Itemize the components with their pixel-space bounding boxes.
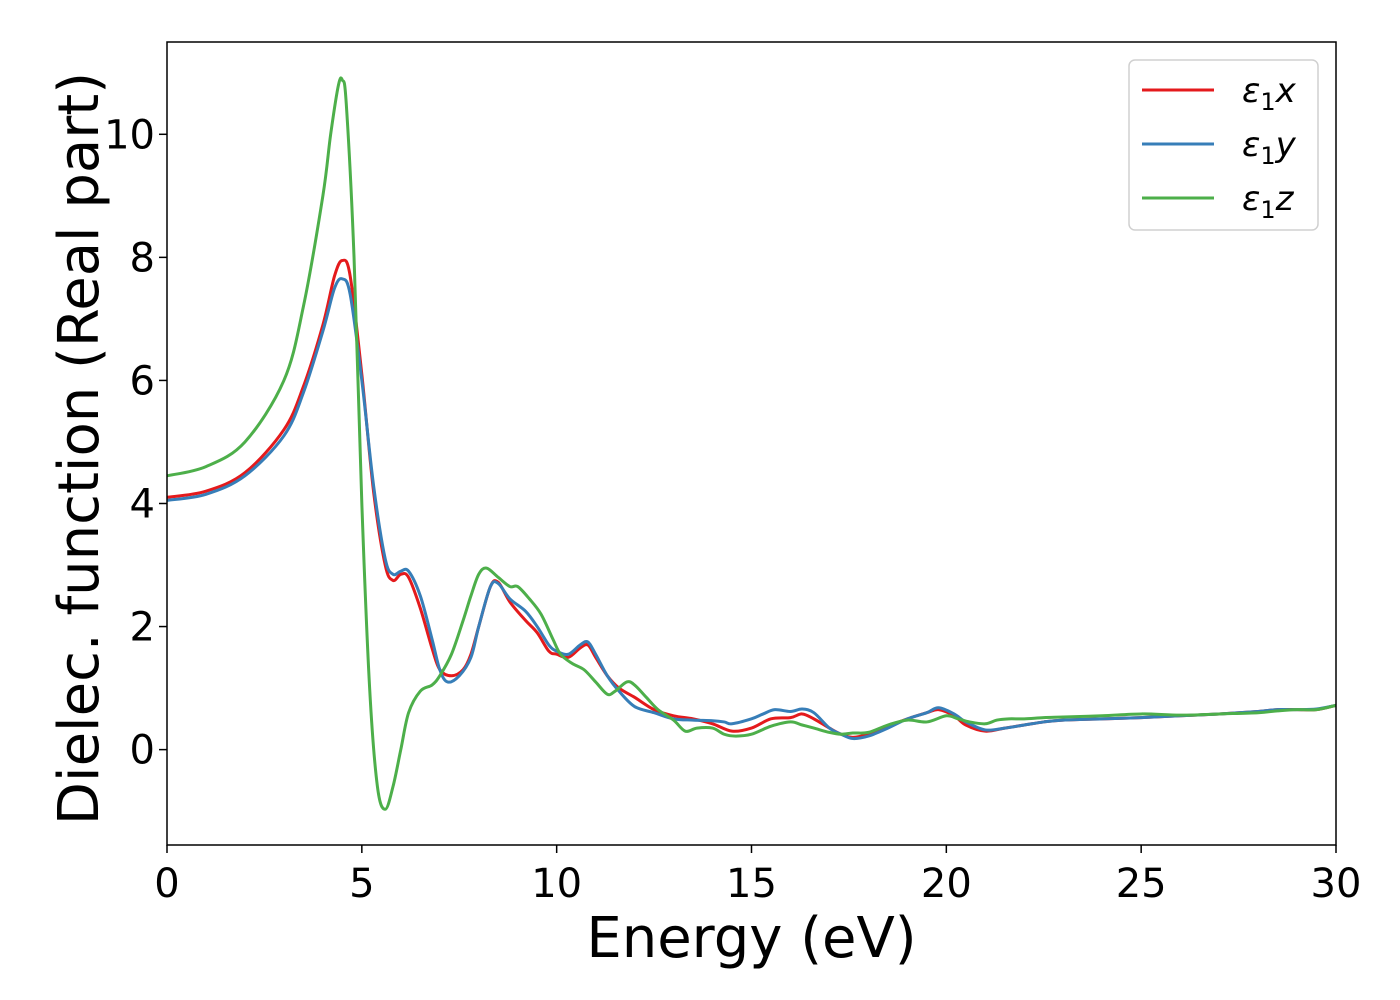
x-tick-label: 20 (921, 861, 972, 907)
legend-label-z: ε1z (1242, 179, 1295, 224)
x-tick-label: 25 (1116, 861, 1167, 907)
legend-box (1128, 59, 1319, 231)
legend: ε1x ε1y ε1z (1128, 59, 1319, 231)
x-tick-label: 10 (531, 861, 582, 907)
y-tick-label: 6 (130, 358, 155, 404)
x-axis-label: Energy (eV) (586, 906, 916, 971)
y-tick-label: 10 (104, 112, 155, 158)
series-line-y (167, 277, 1336, 741)
x-tick-label: 15 (726, 861, 777, 907)
y-tick-label: 2 (130, 605, 155, 651)
legend-label-y: ε1y (1242, 125, 1297, 170)
y-tick-label: 4 (130, 481, 155, 527)
y-tick-label: 0 (130, 728, 155, 774)
y-axis-label: Dielec. function (Real part) (47, 72, 112, 825)
legend-label-x: ε1x (1242, 71, 1297, 116)
plot-area (166, 41, 1337, 846)
series-line-z (167, 76, 1336, 811)
x-axis-ticks: 0 5 10 15 20 25 30 (154, 845, 1361, 907)
y-tick-label: 8 (130, 235, 155, 281)
x-tick-label: 30 (1311, 861, 1362, 907)
x-tick-label: 0 (154, 861, 179, 907)
x-tick-label: 5 (349, 861, 374, 907)
y-axis-ticks: 0 2 4 6 8 10 (104, 112, 167, 774)
